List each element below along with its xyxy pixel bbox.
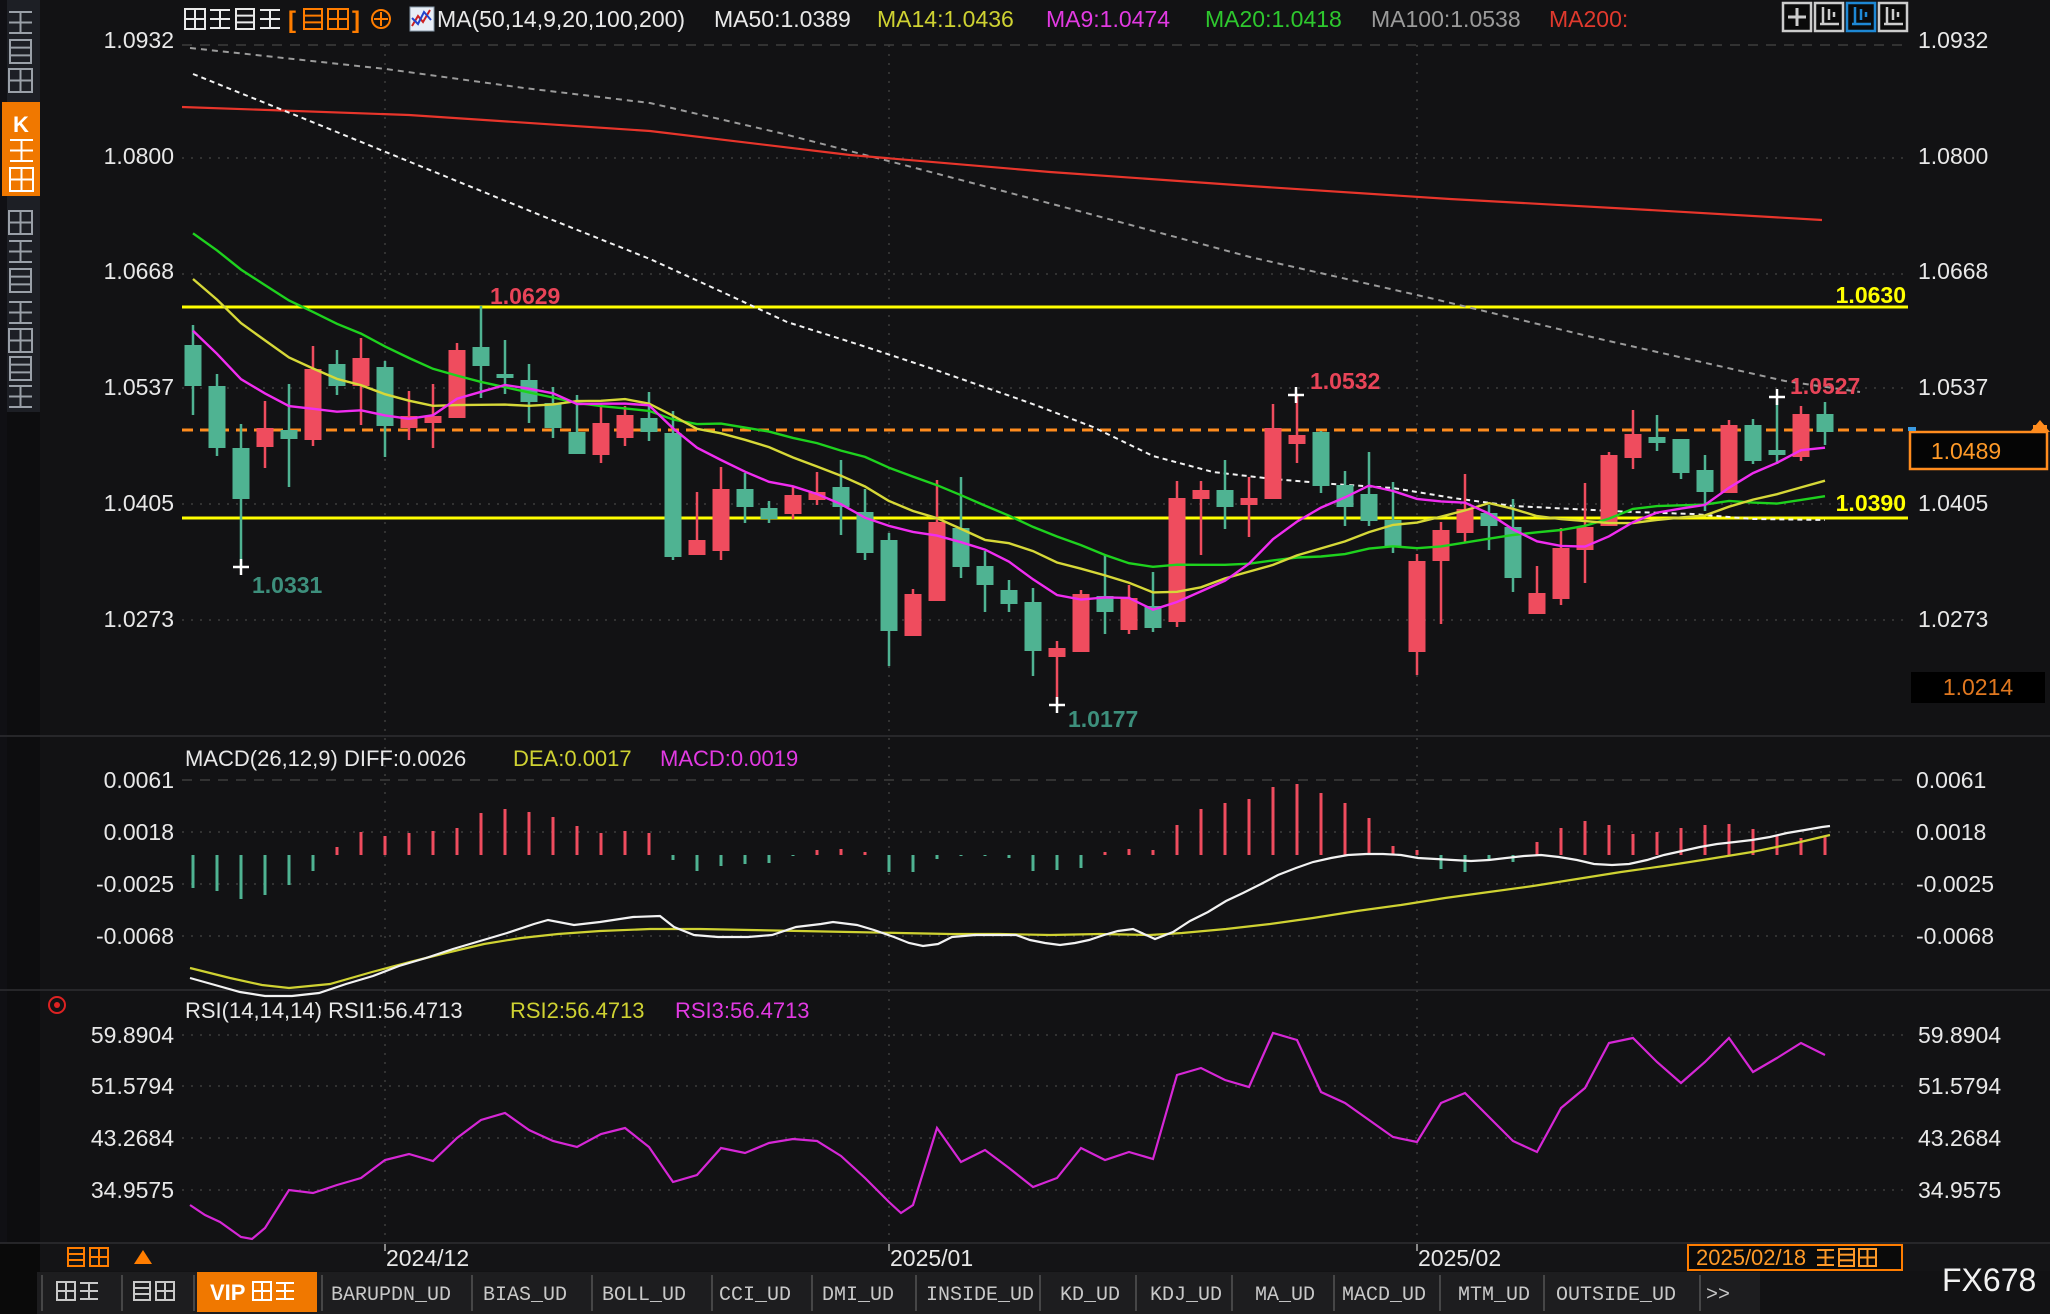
svg-text:34.9575: 34.9575 xyxy=(1918,1177,2001,1203)
svg-text:51.5794: 51.5794 xyxy=(91,1073,174,1099)
svg-text:0.0018: 0.0018 xyxy=(104,819,174,845)
svg-text:1.0537: 1.0537 xyxy=(104,374,174,400)
svg-text:CCI_UD: CCI_UD xyxy=(719,1284,791,1307)
svg-text:DMI_UD: DMI_UD xyxy=(822,1284,894,1307)
svg-text:59.8904: 59.8904 xyxy=(91,1022,174,1048)
svg-text:1.0630: 1.0630 xyxy=(1836,282,1906,308)
svg-text:0.0018: 0.0018 xyxy=(1916,819,1986,845)
svg-text:MACD:0.0019: MACD:0.0019 xyxy=(660,746,798,771)
svg-text:1.0405: 1.0405 xyxy=(1918,490,1988,516)
svg-text:59.8904: 59.8904 xyxy=(1918,1022,2001,1048)
svg-text:BARUPDN_UD: BARUPDN_UD xyxy=(331,1284,451,1307)
svg-text:1.0668: 1.0668 xyxy=(104,258,174,284)
svg-text:1.0273: 1.0273 xyxy=(104,606,174,632)
svg-text:1.0668: 1.0668 xyxy=(1918,258,1988,284)
svg-text:BIAS_UD: BIAS_UD xyxy=(483,1284,567,1307)
svg-text:MA50:1.0389: MA50:1.0389 xyxy=(714,6,851,32)
svg-text:BOLL_UD: BOLL_UD xyxy=(602,1284,686,1307)
svg-text:1.0489: 1.0489 xyxy=(1931,438,2001,464)
svg-text:1.0405: 1.0405 xyxy=(104,490,174,516)
svg-text:2025/02/18: 2025/02/18 xyxy=(1696,1245,1806,1270)
svg-text:MA_UD: MA_UD xyxy=(1255,1284,1315,1307)
svg-text:2025/01: 2025/01 xyxy=(890,1245,973,1271)
svg-text:1.0331: 1.0331 xyxy=(252,572,323,598)
svg-text:FX678: FX678 xyxy=(1942,1262,2036,1298)
svg-text:>>: >> xyxy=(1706,1284,1730,1307)
svg-text:-0.0068: -0.0068 xyxy=(96,923,174,949)
svg-text:INSIDE_UD: INSIDE_UD xyxy=(926,1284,1034,1307)
svg-text:1.0932: 1.0932 xyxy=(104,27,174,53)
svg-text:DEA:0.0017: DEA:0.0017 xyxy=(513,746,632,771)
svg-text:RSI(14,14,14) RSI1:56.4713: RSI(14,14,14) RSI1:56.4713 xyxy=(185,998,463,1023)
svg-text:OUTSIDE_UD: OUTSIDE_UD xyxy=(1556,1284,1676,1307)
svg-text:KDJ_UD: KDJ_UD xyxy=(1150,1284,1222,1307)
svg-text:43.2684: 43.2684 xyxy=(91,1125,174,1151)
svg-text:1.0273: 1.0273 xyxy=(1918,606,1988,632)
svg-text:34.9575: 34.9575 xyxy=(91,1177,174,1203)
svg-text:1.0537: 1.0537 xyxy=(1918,374,1988,400)
svg-text:0.0061: 0.0061 xyxy=(1916,767,1986,793)
svg-text:51.5794: 51.5794 xyxy=(1918,1073,2001,1099)
svg-text:43.2684: 43.2684 xyxy=(1918,1125,2001,1151)
svg-text:KD_UD: KD_UD xyxy=(1060,1284,1120,1307)
svg-text:]: ] xyxy=(352,7,360,34)
svg-text:1.0214: 1.0214 xyxy=(1943,674,2014,700)
svg-text:MA20:1.0418: MA20:1.0418 xyxy=(1205,6,1342,32)
svg-text:RSI2:56.4713: RSI2:56.4713 xyxy=(510,998,645,1023)
svg-text:RSI3:56.4713: RSI3:56.4713 xyxy=(675,998,810,1023)
svg-text:VIP: VIP xyxy=(210,1280,245,1305)
svg-text:1.0932: 1.0932 xyxy=(1918,27,1988,53)
svg-text:-0.0068: -0.0068 xyxy=(1916,923,1994,949)
svg-text:1.0390: 1.0390 xyxy=(1836,490,1906,516)
svg-text:MTM_UD: MTM_UD xyxy=(1458,1284,1530,1307)
svg-text:-0.0025: -0.0025 xyxy=(1916,871,1994,897)
svg-text:1.0532: 1.0532 xyxy=(1310,368,1380,394)
svg-text:0.0061: 0.0061 xyxy=(104,767,174,793)
svg-text:MACD(26,12,9) DIFF:0.0026: MACD(26,12,9) DIFF:0.0026 xyxy=(185,746,466,771)
svg-text:MA14:1.0436: MA14:1.0436 xyxy=(877,6,1014,32)
svg-text:1.0527: 1.0527 xyxy=(1790,373,1860,399)
svg-text:1.0800: 1.0800 xyxy=(1918,143,1988,169)
svg-text:MA9:1.0474: MA9:1.0474 xyxy=(1046,6,1170,32)
svg-text:MA(50,14,9,20,100,200): MA(50,14,9,20,100,200) xyxy=(437,6,685,32)
svg-text:1.0800: 1.0800 xyxy=(104,143,174,169)
svg-text:MA200:: MA200: xyxy=(1549,6,1628,32)
svg-text:2025/02: 2025/02 xyxy=(1418,1245,1501,1271)
svg-text:1.0629: 1.0629 xyxy=(490,283,560,309)
svg-text:MA100:1.0538: MA100:1.0538 xyxy=(1371,6,1521,32)
svg-text:MACD_UD: MACD_UD xyxy=(1342,1284,1426,1307)
svg-text:2024/12: 2024/12 xyxy=(386,1245,469,1271)
svg-text:1.0177: 1.0177 xyxy=(1068,706,1138,732)
svg-text:-0.0025: -0.0025 xyxy=(96,871,174,897)
svg-text:K: K xyxy=(13,112,29,137)
svg-text:[: [ xyxy=(288,7,296,34)
